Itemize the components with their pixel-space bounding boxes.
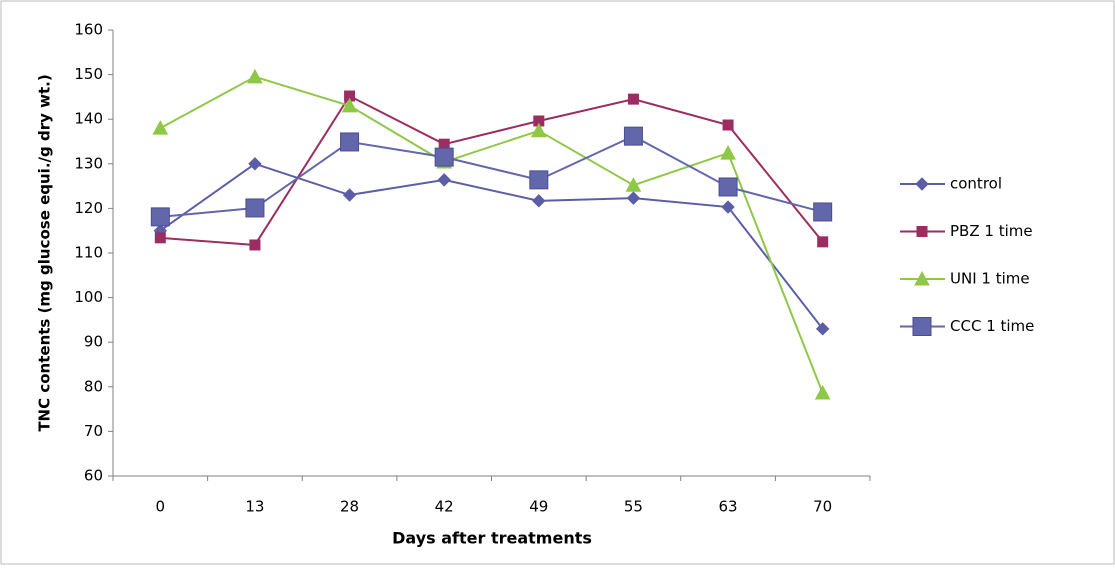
marker <box>152 120 169 135</box>
marker <box>529 170 549 190</box>
x-tick-label: 0 <box>156 498 166 516</box>
y-tick-label: 110 <box>74 244 103 262</box>
y-tick-label: 150 <box>74 65 103 83</box>
marker <box>249 239 261 251</box>
marker <box>720 145 736 160</box>
marker <box>813 202 833 222</box>
series-line <box>160 135 823 218</box>
series-line <box>160 94 824 247</box>
marker <box>815 322 830 336</box>
y-tick-label: 160 <box>74 21 103 39</box>
legend-label: CCC 1 time <box>950 317 1034 335</box>
marker <box>916 226 928 237</box>
marker <box>342 188 357 202</box>
x-tick-label: 70 <box>813 498 832 516</box>
marker <box>817 236 829 248</box>
marker <box>154 232 166 244</box>
y-tick-label: 70 <box>84 422 103 440</box>
legend-label: PBZ 1 time <box>950 222 1033 240</box>
marker <box>530 122 547 138</box>
y-tick-label: 100 <box>74 288 103 306</box>
x-tick-label: 63 <box>719 498 738 516</box>
marker <box>434 147 454 167</box>
marker <box>340 132 360 152</box>
marker <box>341 97 358 113</box>
legend-label: UNI 1 time <box>950 270 1030 288</box>
marker <box>814 384 831 400</box>
y-tick-label: 130 <box>74 154 103 172</box>
y-tick-label: 120 <box>74 199 103 217</box>
x-tick-label: 42 <box>435 498 454 516</box>
y-tick-label: 80 <box>84 377 103 395</box>
marker <box>247 68 263 84</box>
marker <box>626 191 641 205</box>
marker <box>722 119 734 131</box>
marker <box>721 200 735 214</box>
x-axis-title: Days after treatments <box>392 529 592 548</box>
x-tick-label: 49 <box>529 498 548 516</box>
series-line <box>159 75 824 394</box>
marker <box>437 173 451 187</box>
series-line <box>159 162 824 330</box>
marker <box>625 177 642 192</box>
marker <box>532 194 546 208</box>
legend-label: control <box>950 175 1002 193</box>
marker <box>623 126 643 146</box>
y-tick-label: 90 <box>84 333 103 351</box>
x-tick-label: 55 <box>624 498 643 516</box>
marker <box>150 207 170 227</box>
marker <box>912 317 932 336</box>
y-tick-label: 60 <box>84 467 103 485</box>
x-tick-label: 13 <box>245 498 264 516</box>
marker <box>914 270 930 286</box>
x-tick-label: 28 <box>340 498 359 516</box>
marker <box>915 177 929 191</box>
marker <box>627 93 639 105</box>
y-axis-title: TNC contents (mg glucose equi./g dry wt.… <box>36 74 54 431</box>
marker <box>248 157 262 171</box>
y-tick-label: 140 <box>74 110 103 128</box>
marker <box>718 177 738 197</box>
marker <box>245 198 265 218</box>
